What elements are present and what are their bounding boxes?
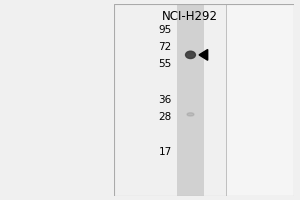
Bar: [226, 4, 294, 196]
Text: 28: 28: [158, 112, 172, 122]
Text: 95: 95: [158, 25, 172, 35]
Text: 55: 55: [158, 59, 172, 69]
Polygon shape: [199, 50, 208, 60]
Ellipse shape: [187, 113, 194, 116]
Text: 36: 36: [158, 95, 172, 105]
Ellipse shape: [187, 51, 194, 54]
Bar: [177, 4, 204, 196]
Text: NCI-H292: NCI-H292: [162, 10, 218, 23]
Text: 17: 17: [158, 147, 172, 157]
Text: 72: 72: [158, 42, 172, 52]
Ellipse shape: [185, 51, 196, 59]
